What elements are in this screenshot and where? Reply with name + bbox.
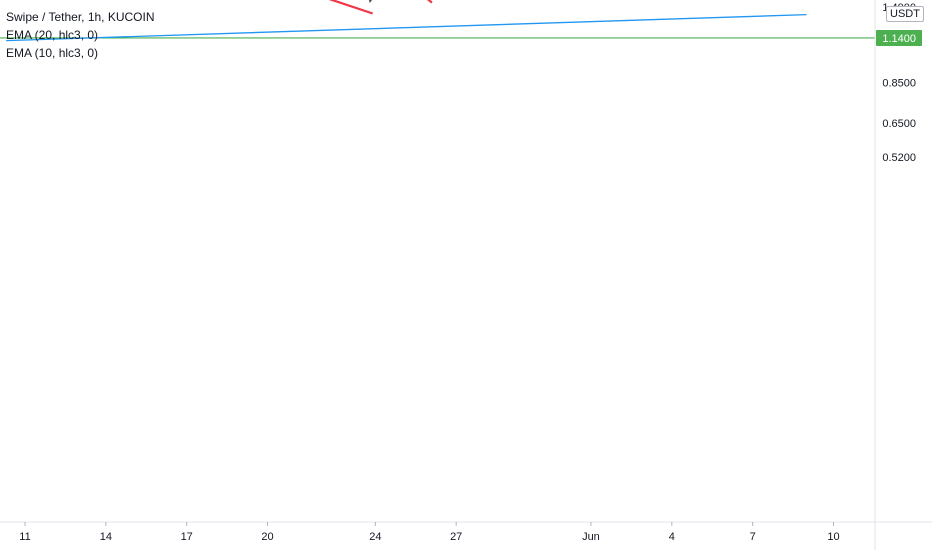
time-tick-label: 17: [181, 531, 193, 543]
time-tick-label: 4: [669, 531, 675, 543]
price-tick-label: 0.8500: [882, 77, 916, 89]
chart-legend: Swipe / Tether, 1h, KUCOIN EMA (20, hlc3…: [6, 8, 155, 62]
symbol-title[interactable]: Swipe / Tether, 1h, KUCOIN: [6, 10, 155, 24]
trend-line: [6, 13, 807, 42]
time-tick-label: 20: [261, 531, 273, 543]
price-level-label-bg: [876, 29, 922, 46]
time-tick-label: 14: [100, 531, 112, 543]
time-tick-label: 27: [450, 531, 462, 543]
price-labels: 8.55845.83454.99514.14573.85583.80001.60…: [876, 29, 922, 46]
plot-area[interactable]: [0, 0, 875, 522]
trend-line: [328, 0, 374, 15]
time-tick-label: Jun: [582, 531, 600, 543]
time-tick-label: 24: [369, 531, 381, 543]
time-tick-label: 7: [750, 531, 756, 543]
price-axis: 15.000012.00008.00007.00003.00002.40001.…: [882, 2, 916, 164]
time-axis: 11 14 17 20 24 27 Jun 4 7 10: [19, 522, 840, 543]
horizontal-levels: [0, 37, 875, 39]
ema-20-legend[interactable]: EMA (20, hlc3, 0): [6, 28, 99, 42]
price-tick-label: 0.6500: [882, 118, 916, 130]
time-tick-label: 11: [19, 531, 30, 543]
price-level-label: 1.1400: [882, 33, 916, 45]
ema-10-legend[interactable]: EMA (10, hlc3, 0): [6, 46, 99, 60]
price-tick-label: 0.5200: [882, 152, 916, 164]
time-tick-label: 10: [827, 531, 839, 543]
trend-lines: [6, 0, 807, 42]
currency-unit-button[interactable]: USDT: [886, 6, 924, 22]
